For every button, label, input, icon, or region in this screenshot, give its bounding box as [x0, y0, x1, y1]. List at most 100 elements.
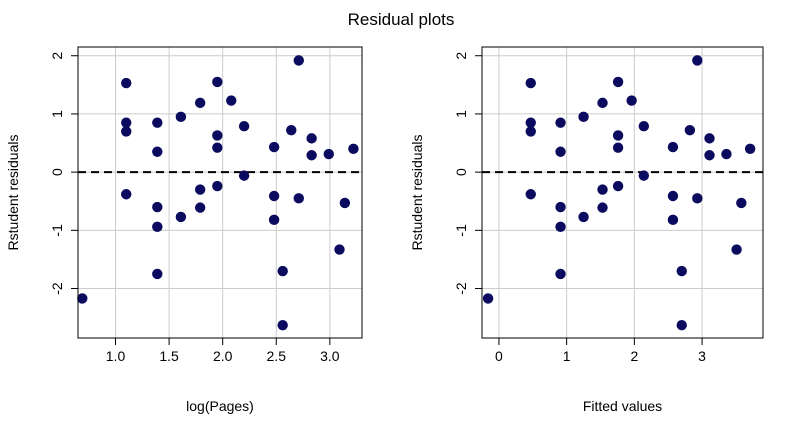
- x-tick-label: 3.0: [320, 348, 340, 364]
- data-point: [692, 55, 703, 66]
- data-point: [597, 97, 608, 109]
- x-axis-label: Fitted values: [583, 398, 662, 414]
- data-point: [121, 189, 132, 200]
- data-point: [525, 77, 536, 89]
- plot-frame: [481, 46, 764, 339]
- data-point: [152, 201, 163, 213]
- x-tick-label: 2.5: [267, 348, 287, 364]
- data-point: [323, 148, 334, 160]
- data-point: [692, 193, 703, 204]
- data-point: [612, 142, 624, 153]
- y-tick-label: 0: [453, 168, 469, 176]
- x-tick-label: 0: [495, 348, 503, 364]
- data-point: [238, 170, 250, 181]
- data-point: [612, 180, 624, 192]
- data-point: [268, 190, 280, 202]
- data-point: [638, 120, 650, 132]
- data-point: [212, 130, 223, 141]
- data-point: [238, 120, 250, 132]
- data-point: [306, 150, 317, 161]
- data-point: [684, 125, 696, 136]
- data-point: [482, 293, 494, 304]
- data-point: [339, 197, 351, 209]
- plot-frame: [77, 46, 363, 339]
- x-axis-label: log(Pages): [186, 398, 254, 414]
- y-tick-label: 1: [453, 110, 469, 118]
- data-point: [121, 77, 132, 89]
- data-point: [676, 265, 687, 277]
- data-point: [348, 143, 359, 155]
- data-point: [667, 214, 679, 226]
- panel-log-pages: 1.0 1.5 2.0 2.5 3.0 -2 -1 0 1 2 log(Pages) Rstudent…: [5, 46, 363, 414]
- data-point: [268, 141, 280, 153]
- y-tick-label: -1: [49, 224, 65, 237]
- data-point: [194, 184, 206, 195]
- data-point: [268, 214, 280, 226]
- data-point: [555, 117, 566, 128]
- data-point: [306, 133, 317, 144]
- data-point: [121, 126, 132, 137]
- data-point: [334, 244, 345, 255]
- data-point: [555, 146, 566, 157]
- data-point: [612, 76, 624, 88]
- y-axis-label: Rstudent residuals: [5, 135, 21, 251]
- x-tick-label: 3: [698, 348, 706, 364]
- y-tick-label: 0: [49, 168, 65, 176]
- data-point: [194, 202, 206, 213]
- data-point: [597, 184, 608, 195]
- data-point: [175, 211, 187, 223]
- y-tick-label: 2: [453, 52, 469, 60]
- data-point: [212, 180, 223, 192]
- data-point: [612, 130, 624, 141]
- data-point: [152, 146, 163, 157]
- y-tick-label: -2: [453, 282, 469, 295]
- data-point: [212, 76, 223, 88]
- x-tick-label: 2: [630, 348, 638, 364]
- data-point: [676, 319, 687, 331]
- data-point: [194, 97, 206, 109]
- x-tick-label: 1.0: [106, 348, 126, 364]
- x-tick-label: 2.0: [213, 348, 233, 364]
- data-point: [721, 148, 732, 160]
- data-point: [152, 117, 163, 128]
- data-point: [293, 55, 304, 66]
- data-point: [293, 193, 304, 204]
- data-point: [152, 221, 163, 233]
- data-point: [226, 95, 237, 106]
- data-point: [744, 143, 756, 155]
- y-axis-label: Rstudent residuals: [409, 135, 425, 251]
- y-tick-label: -1: [453, 224, 469, 237]
- data-point: [286, 125, 297, 136]
- data-point: [525, 126, 536, 137]
- data-point: [638, 170, 650, 181]
- data-point: [555, 201, 566, 213]
- data-point: [277, 319, 288, 331]
- x-tick-label: 1.5: [159, 348, 179, 364]
- panel-fitted-values: 0 1 2 3 -2 -1 0 1 2 Fitted values Rstudent residua…: [409, 46, 764, 414]
- data-point: [212, 142, 223, 153]
- data-point: [626, 95, 637, 106]
- data-point: [704, 150, 715, 161]
- data-point: [578, 211, 589, 223]
- data-point: [578, 111, 589, 123]
- data-point: [555, 221, 566, 233]
- data-point: [731, 244, 742, 255]
- x-tick-label: 1: [563, 348, 571, 364]
- data-point: [667, 141, 679, 153]
- data-point: [667, 190, 679, 202]
- data-point: [175, 111, 187, 123]
- y-tick-label: 1: [49, 110, 65, 118]
- data-point: [525, 117, 536, 128]
- data-point: [736, 197, 747, 209]
- data-point: [277, 265, 288, 277]
- data-point: [152, 268, 163, 280]
- data-point: [121, 117, 132, 128]
- data-point: [555, 268, 566, 280]
- y-tick-label: 2: [49, 52, 65, 60]
- data-point: [525, 189, 536, 200]
- data-point: [77, 293, 88, 304]
- data-point: [704, 133, 715, 144]
- y-tick-label: -2: [49, 282, 65, 295]
